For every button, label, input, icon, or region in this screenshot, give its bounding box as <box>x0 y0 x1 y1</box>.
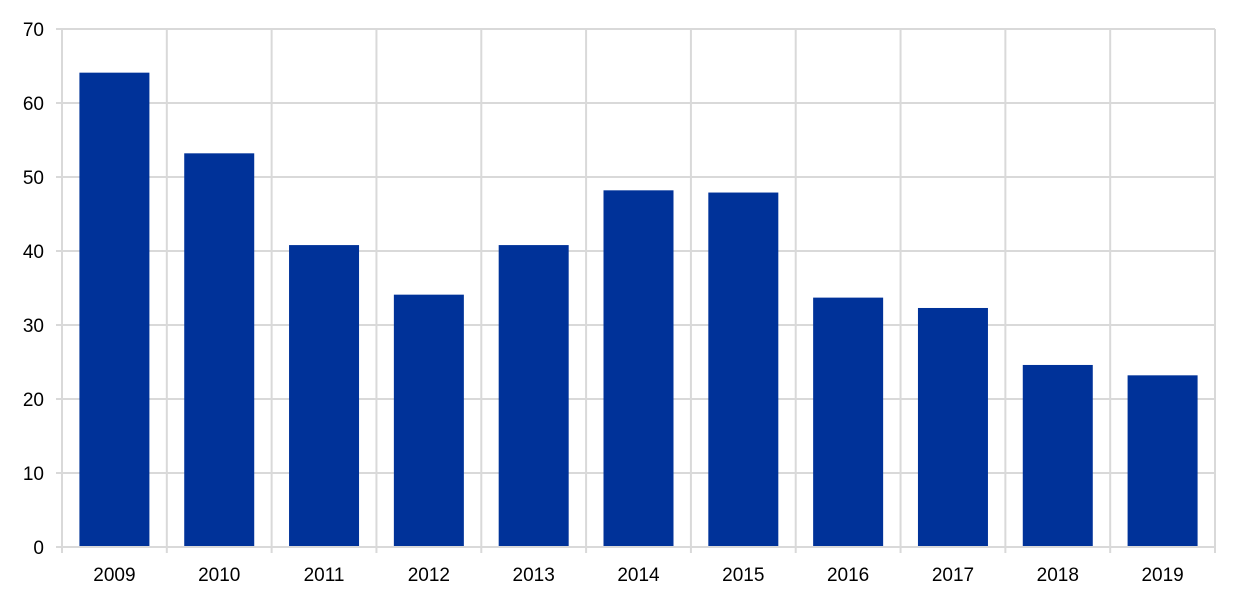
axes <box>56 28 1216 553</box>
bar-2018 <box>1022 364 1093 547</box>
bar-2011 <box>289 245 360 547</box>
x-tick-label-2010: 2010 <box>198 565 240 586</box>
x-tick-label-2015: 2015 <box>722 565 764 586</box>
y-tick-labels: 0 10 20 30 40 50 60 70 <box>23 20 44 559</box>
x-tick-label-2016: 2016 <box>827 565 869 586</box>
y-tick-label: 0 <box>33 538 44 559</box>
bar-2017 <box>917 307 988 547</box>
bar-2014 <box>603 190 674 547</box>
x-tick-label-2018: 2018 <box>1037 565 1079 586</box>
y-tick-label: 60 <box>23 94 44 115</box>
bar-2015 <box>708 192 779 548</box>
gridlines <box>61 28 1216 547</box>
y-tick-label: 20 <box>23 390 44 411</box>
bar-2016 <box>813 297 884 547</box>
bars <box>79 72 1198 548</box>
x-tick-label-2011: 2011 <box>304 565 345 586</box>
bar-2009 <box>79 72 150 547</box>
y-tick-label: 10 <box>23 464 44 485</box>
bar-2019 <box>1127 375 1198 547</box>
y-tick-label: 30 <box>23 316 44 337</box>
x-tick-label-2009: 2009 <box>93 565 135 586</box>
x-tick-label-2017: 2017 <box>932 565 974 586</box>
y-tick-label: 40 <box>23 242 44 263</box>
x-tick-label-2013: 2013 <box>513 565 555 586</box>
bar-2010 <box>184 153 255 547</box>
y-tick-label: 50 <box>23 168 44 189</box>
x-tick-label-2014: 2014 <box>617 565 660 586</box>
x-tick-labels: 2009 2010 2011 2012 2013 2014 2015 2016 2017 2018… <box>93 565 1183 586</box>
x-tick-label-2012: 2012 <box>408 565 450 586</box>
bar-2012 <box>393 294 464 547</box>
x-tick-label-2019: 2019 <box>1141 565 1183 586</box>
bar-2013 <box>498 245 569 547</box>
y-tick-label: 70 <box>23 20 44 41</box>
